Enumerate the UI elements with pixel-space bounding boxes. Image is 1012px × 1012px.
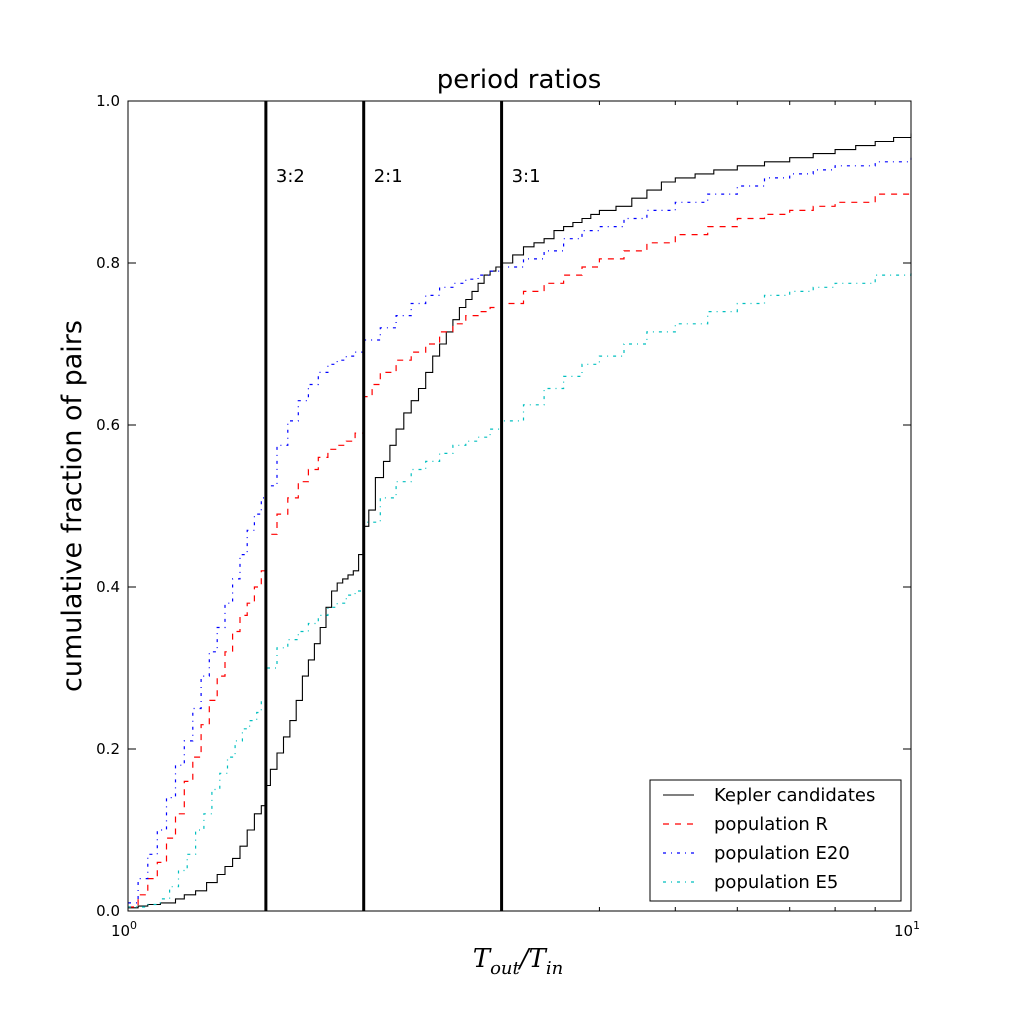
legend-entry-population-r: population R [663,814,828,835]
legend: Kepler candidates population R populatio… [649,779,902,902]
x-tick-label: 101 [894,919,920,940]
legend-label-population-r: population R [714,814,828,835]
y-tick-label: 0.0 [96,902,120,920]
y-tick-label: 0.2 [96,740,120,758]
resonance-label-3-2: 3:2 [276,166,305,187]
tick-labels: 0.0 0.2 0.4 0.6 0.8 1.0 100 101 [96,92,920,940]
y-tick-label: 1.0 [96,92,120,110]
legend-entry-population-e5: population E5 [663,872,838,893]
legend-entry-population-e20: population E20 [663,843,850,864]
legend-label-kepler: Kepler candidates [714,785,875,806]
legend-label-population-e5: population E5 [714,872,838,893]
resonance-lines: 3:2 2:1 3:1 [264,101,541,911]
y-tick-label: 0.6 [96,416,120,434]
plot-frame [127,100,912,912]
x-axis-label: Tout/Tin [473,944,563,979]
series-line-kepler-candidates [128,133,912,909]
legend-entry-kepler-candidates: Kepler candidates [663,785,875,806]
y-tick-label: 0.4 [96,578,120,596]
legend-label-population-e20: population E20 [714,843,850,864]
y-tick-label: 0.8 [96,254,120,272]
resonance-label-3-1: 3:1 [512,166,541,187]
resonance-label-2-1: 2:1 [374,166,403,187]
x-tick-label: 100 [111,919,137,940]
chart-title: period ratios [437,65,602,95]
legend-box [649,779,902,902]
y-axis-label: cumulative fraction of pairs [57,320,88,692]
